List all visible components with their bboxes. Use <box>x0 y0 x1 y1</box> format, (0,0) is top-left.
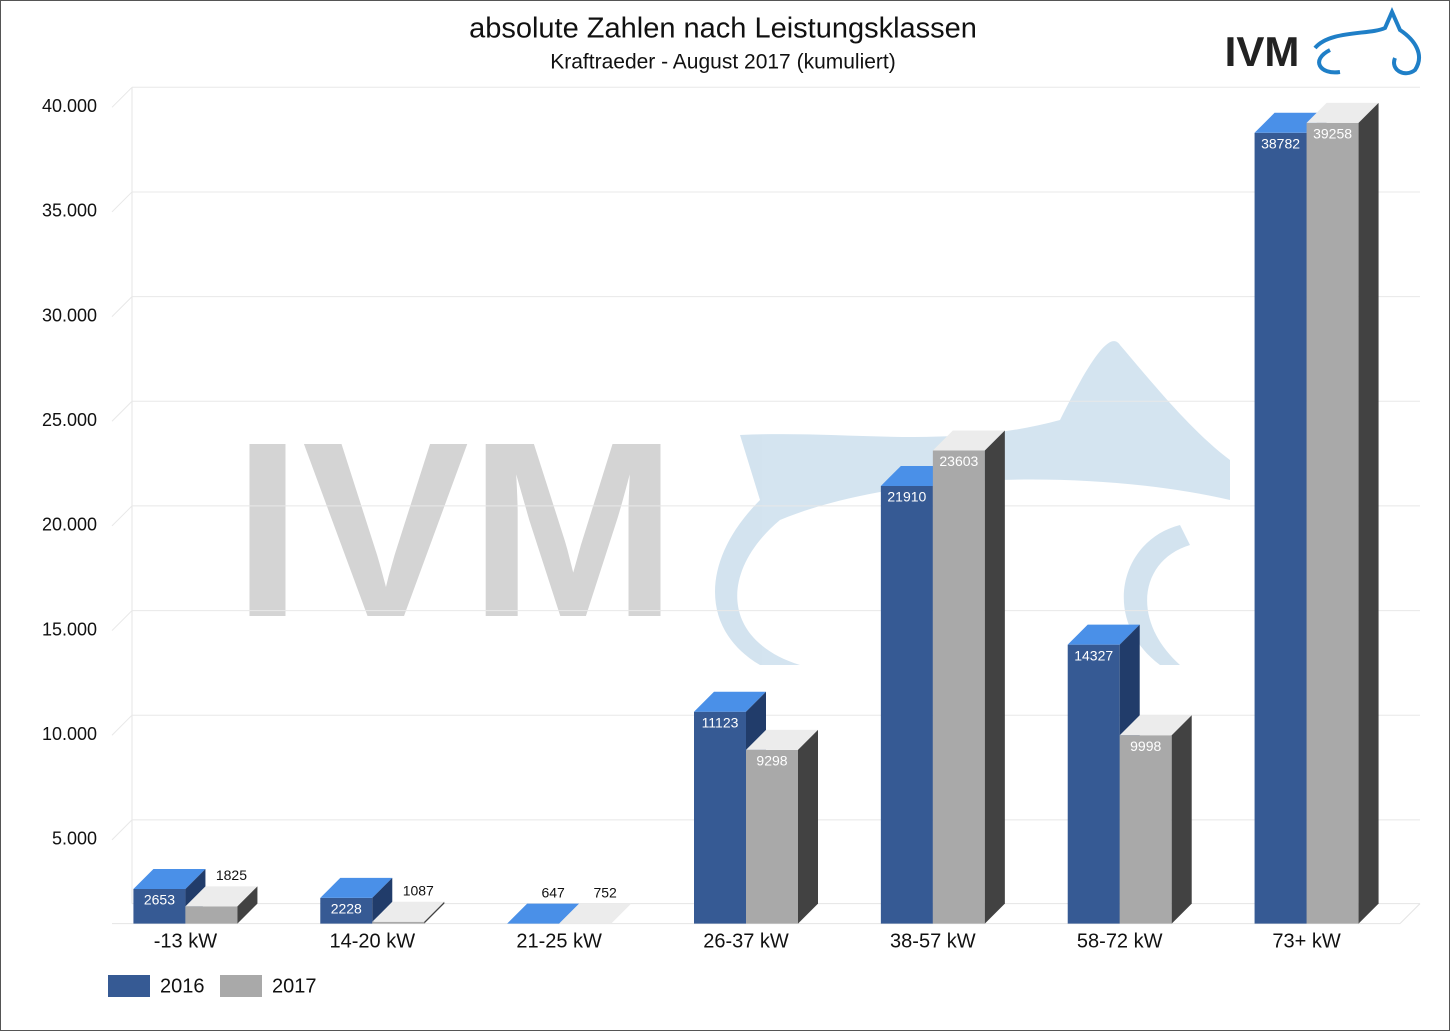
bar-side <box>1359 103 1379 924</box>
value-label: 14327 <box>1074 647 1113 663</box>
legend-swatch <box>108 975 150 997</box>
x-tick-label: 14-20 kW <box>329 930 415 952</box>
bar <box>1307 103 1379 924</box>
value-label: 38782 <box>1261 135 1300 151</box>
bar-side <box>1172 715 1192 923</box>
logo-text: IVM <box>1225 28 1300 75</box>
legend-label: 2016 <box>160 975 205 997</box>
y-tick-label: 40.000 <box>42 96 97 116</box>
value-label: 11123 <box>702 714 739 730</box>
value-label: 21910 <box>887 489 926 505</box>
bar-front <box>881 486 933 924</box>
legend-swatch <box>220 975 262 997</box>
y-tick-label: 20.000 <box>42 515 97 535</box>
bar-front <box>1255 133 1307 924</box>
value-label: 39258 <box>1313 126 1352 142</box>
bar-front <box>185 906 237 923</box>
bar <box>933 431 1005 924</box>
bar-front <box>1068 645 1120 924</box>
value-label: 9298 <box>756 753 787 769</box>
bar-side <box>985 431 1005 924</box>
bar-front <box>933 451 985 924</box>
x-tick-label: -13 kW <box>154 930 217 952</box>
x-tick-label: 26-37 kW <box>703 930 789 952</box>
x-tick-label: 73+ kW <box>1272 930 1340 952</box>
x-tick-label: 38-57 kW <box>890 930 976 952</box>
y-tick-label: 15.000 <box>42 619 97 639</box>
y-tick-label: 5.000 <box>52 829 97 849</box>
value-label: 2653 <box>144 892 175 908</box>
x-tick-label: 58-72 kW <box>1077 930 1163 952</box>
bar-front <box>1120 735 1172 923</box>
page: {"chart_data": {"type": "bar3d", "title"… <box>0 0 1450 1031</box>
chart: IVM IVM absolute Zahlen nach Leistungskl… <box>0 0 1450 1031</box>
y-tick-label: 25.000 <box>42 410 97 430</box>
x-tick-label: 21-25 kW <box>516 930 602 952</box>
bar-front <box>372 922 424 924</box>
chart-title: absolute Zahlen nach Leistungsklassen <box>469 13 977 45</box>
bar-front <box>746 750 798 924</box>
value-label: 647 <box>541 884 565 900</box>
value-label: 1825 <box>216 867 247 883</box>
chart-subtitle: Kraftraeder - August 2017 (kumuliert) <box>550 51 896 74</box>
legend-label: 2017 <box>272 975 317 997</box>
bar-front <box>694 712 746 924</box>
value-label: 9998 <box>1130 738 1161 754</box>
y-tick-label: 10.000 <box>42 724 97 744</box>
y-tick-label: 30.000 <box>42 305 97 325</box>
value-label: 752 <box>593 884 617 900</box>
value-label: 2228 <box>331 901 362 917</box>
watermark-text: IVM <box>233 390 677 669</box>
bar-side <box>798 730 818 924</box>
value-label: 1087 <box>403 882 434 898</box>
bar-front <box>1307 123 1359 924</box>
value-label: 23603 <box>939 453 978 469</box>
y-tick-label: 35.000 <box>42 201 97 221</box>
